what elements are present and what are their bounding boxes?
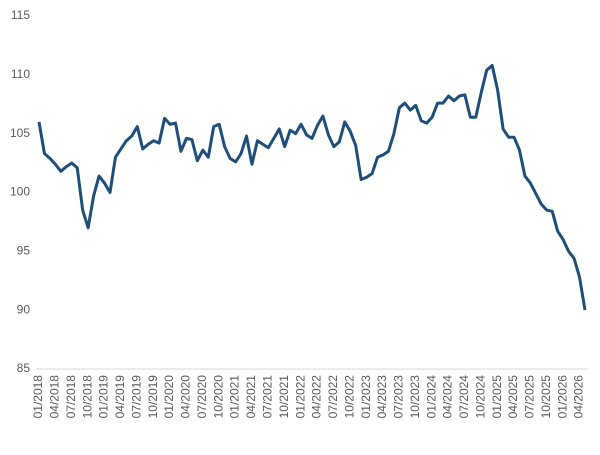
x-tick-label: 01/2026: [555, 375, 569, 419]
y-tick-label: 95: [17, 244, 31, 258]
x-tick-label: 01/2018: [31, 375, 45, 419]
x-tick-label: 04/2022: [310, 375, 324, 419]
y-tick-label: 100: [10, 185, 30, 199]
data-line: [37, 63, 587, 311]
x-tick-label: 07/2020: [195, 375, 209, 419]
x-tick-label: 01/2021: [228, 375, 242, 419]
x-tick-label: 07/2023: [392, 375, 406, 419]
x-tick-label: 04/2020: [179, 375, 193, 419]
x-tick-label: 04/2025: [506, 375, 520, 419]
y-tick-label: 110: [11, 67, 30, 81]
y-tick-label: 105: [10, 126, 30, 140]
x-tick-label: 10/2022: [342, 375, 356, 419]
x-tick-label: 01/2019: [97, 375, 111, 419]
x-tick-label: 07/2021: [260, 375, 274, 419]
x-tick-label: 10/2019: [146, 375, 160, 419]
x-tick-label: 10/2020: [211, 375, 225, 419]
y-tick-label: 115: [11, 8, 30, 22]
x-tick-label: 01/2022: [293, 375, 307, 419]
x-tick-label: 07/2018: [64, 375, 78, 419]
x-tick-label: 04/2026: [572, 375, 586, 419]
y-tick-label: 90: [17, 302, 31, 316]
x-tick-label: 01/2020: [162, 375, 176, 419]
x-tick-label: 04/2023: [375, 375, 389, 419]
x-tick-label: 07/2024: [457, 375, 471, 419]
x-tick-label: 10/2021: [277, 375, 291, 419]
x-tick-label: 10/2023: [408, 375, 422, 419]
x-tick-label: 04/2021: [244, 375, 258, 419]
x-tick-label: 01/2023: [359, 375, 373, 419]
x-tick-label: 07/2019: [129, 375, 143, 419]
x-tick-label: 07/2025: [523, 375, 537, 419]
x-tick-label: 07/2022: [326, 375, 340, 419]
x-tick-label: 04/2018: [48, 375, 62, 419]
x-tick-label: 04/2019: [113, 375, 127, 419]
x-tick-label: 10/2018: [80, 375, 94, 419]
x-tick-label: 01/2025: [490, 375, 504, 419]
x-tick-label: 10/2024: [473, 375, 487, 419]
y-tick-label: 85: [17, 361, 31, 375]
x-tick-label: 10/2025: [539, 375, 553, 419]
x-tick-label: 01/2024: [424, 375, 438, 419]
x-tick-label: 04/2024: [441, 375, 455, 419]
